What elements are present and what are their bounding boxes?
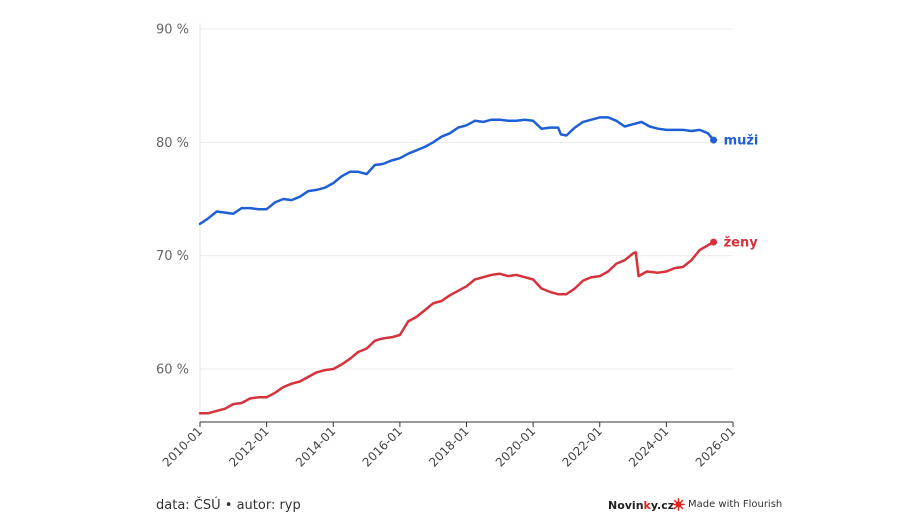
y-tick-label: 70 % (156, 249, 189, 264)
x-tick-label: 2016-01 (360, 424, 405, 469)
x-tick-label: 2026-01 (693, 424, 738, 469)
source-note: data: ČSÚ • autor: ryp (156, 498, 301, 513)
x-tick-label: 2024-01 (626, 424, 671, 469)
brand-left: Novin (608, 499, 644, 512)
x-tick-label: 2010-01 (160, 424, 205, 469)
series-line (198, 240, 715, 415)
series-line (198, 116, 715, 226)
brand-right: y.cz (650, 499, 675, 512)
series-end-point (710, 136, 718, 144)
y-tick-label: 90 % (156, 23, 189, 38)
x-tick-label: 2022-01 (560, 424, 605, 469)
y-tick-label: 60 % (156, 363, 189, 378)
x-tick-label: 2018-01 (426, 424, 471, 469)
series-label: ženy (724, 236, 759, 251)
flourish-icon (672, 498, 685, 511)
series-end-point (710, 238, 718, 246)
x-tick-label: 2020-01 (493, 424, 538, 469)
novinky-logo[interactable]: Novinky.cz (608, 499, 674, 512)
series-label: muži (724, 134, 759, 149)
y-tick-label: 80 % (156, 136, 189, 151)
x-tick-label: 2014-01 (293, 424, 338, 469)
flourish-credit[interactable]: Made with Flourish (672, 498, 782, 511)
flourish-label: Made with Flourish (688, 499, 783, 510)
x-tick-label: 2012-01 (226, 424, 271, 469)
brand-accent: k (643, 499, 651, 512)
